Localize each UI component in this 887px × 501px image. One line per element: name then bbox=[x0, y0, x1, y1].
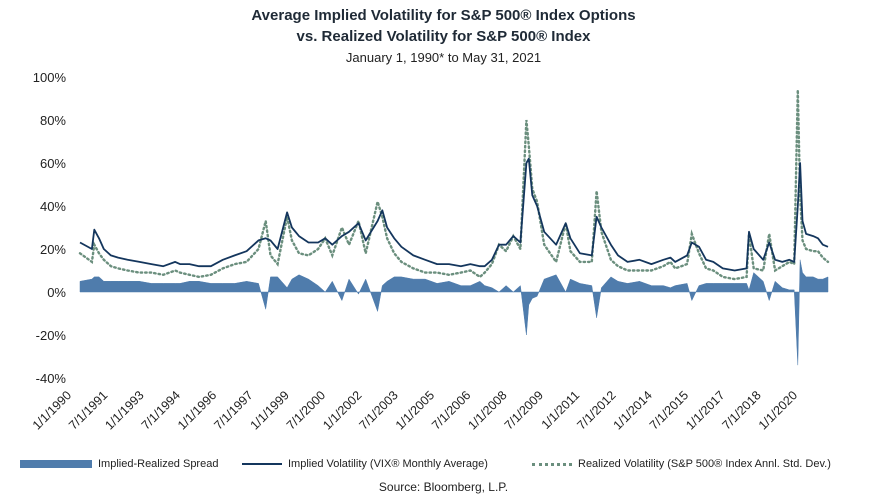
legend-label-realized: Realized Volatility (S&P 500® Index Annl… bbox=[578, 458, 831, 470]
y-tick-label: 20% bbox=[40, 242, 66, 257]
legend-item-implied: Implied Volatility (VIX® Monthly Average… bbox=[242, 458, 488, 470]
x-tick-label: 1/1/1996 bbox=[175, 388, 219, 432]
x-tick-label: 7/1/1997 bbox=[211, 388, 255, 432]
chart-title-line-1: Average Implied Volatility for S&P 500® … bbox=[251, 7, 636, 24]
legend-swatch-spread bbox=[20, 460, 92, 468]
chart-title-line-2: vs. Realized Volatility for S&P 500® Ind… bbox=[296, 28, 591, 45]
x-tick-label: 7/1/2015 bbox=[647, 388, 691, 432]
realized-series bbox=[78, 89, 830, 281]
x-tick-label: 7/1/2009 bbox=[502, 388, 546, 432]
x-tick-label: 7/1/1991 bbox=[66, 388, 110, 432]
x-tick-label: 7/1/2018 bbox=[720, 388, 764, 432]
legend-swatch-realized bbox=[532, 462, 572, 466]
x-tick-label: 1/1/2008 bbox=[465, 388, 509, 432]
x-tick-label: 7/1/1994 bbox=[139, 388, 183, 432]
y-tick-label: -40% bbox=[36, 371, 67, 386]
realized-volatility-line bbox=[78, 89, 830, 281]
legend-label-implied: Implied Volatility (VIX® Monthly Average… bbox=[288, 458, 488, 470]
y-tick-label: 40% bbox=[40, 199, 66, 214]
y-tick-label: 0% bbox=[47, 285, 66, 300]
y-tick-label: 60% bbox=[40, 156, 66, 171]
x-tick-label: 7/1/2006 bbox=[429, 388, 473, 432]
legend: Implied-Realized Spread Implied Volatili… bbox=[0, 458, 887, 474]
legend-label-spread: Implied-Realized Spread bbox=[98, 458, 219, 470]
implied-volatility-line bbox=[79, 157, 829, 272]
y-axis: 100% 80% 60% 40% 20% 0% -20% -40% bbox=[33, 70, 67, 386]
x-tick-label: 1/1/2017 bbox=[683, 388, 727, 432]
x-tick-label: 1/1/2002 bbox=[320, 388, 364, 432]
x-tick-label: 1/1/2020 bbox=[756, 388, 800, 432]
x-tick-label: 1/1/2014 bbox=[611, 388, 655, 432]
x-tick-label: 1/1/1993 bbox=[102, 388, 146, 432]
legend-item-spread: Implied-Realized Spread bbox=[20, 458, 218, 470]
y-tick-label: 100% bbox=[33, 70, 67, 85]
legend-item-realized: Realized Volatility (S&P 500® Index Annl… bbox=[532, 458, 831, 470]
x-axis: 1/1/19907/1/19911/1/19937/1/19941/1/1996… bbox=[30, 388, 800, 432]
volatility-chart: 100%80%60%40%20%0%-20%-40% 1/1/19907/1/1… bbox=[30, 70, 830, 433]
spread-area bbox=[79, 259, 829, 366]
implied-series bbox=[79, 157, 829, 272]
x-tick-label: 7/1/2012 bbox=[574, 388, 618, 432]
spread-series bbox=[79, 259, 829, 366]
y-tick-label: 80% bbox=[40, 113, 66, 128]
chart-subtitle: January 1, 1990* to May 31, 2021 bbox=[345, 50, 542, 65]
source-note: Source: Bloomberg, L.P. bbox=[378, 480, 509, 494]
x-tick-label: 1/1/1990 bbox=[30, 388, 74, 432]
x-tick-label: 1/1/2005 bbox=[393, 388, 437, 432]
x-tick-label: 1/1/1999 bbox=[248, 388, 292, 432]
legend-swatch-implied bbox=[242, 463, 282, 465]
x-tick-label: 7/1/2003 bbox=[357, 388, 401, 432]
x-tick-label: 7/1/2000 bbox=[284, 388, 328, 432]
y-tick-label: -20% bbox=[36, 328, 67, 343]
